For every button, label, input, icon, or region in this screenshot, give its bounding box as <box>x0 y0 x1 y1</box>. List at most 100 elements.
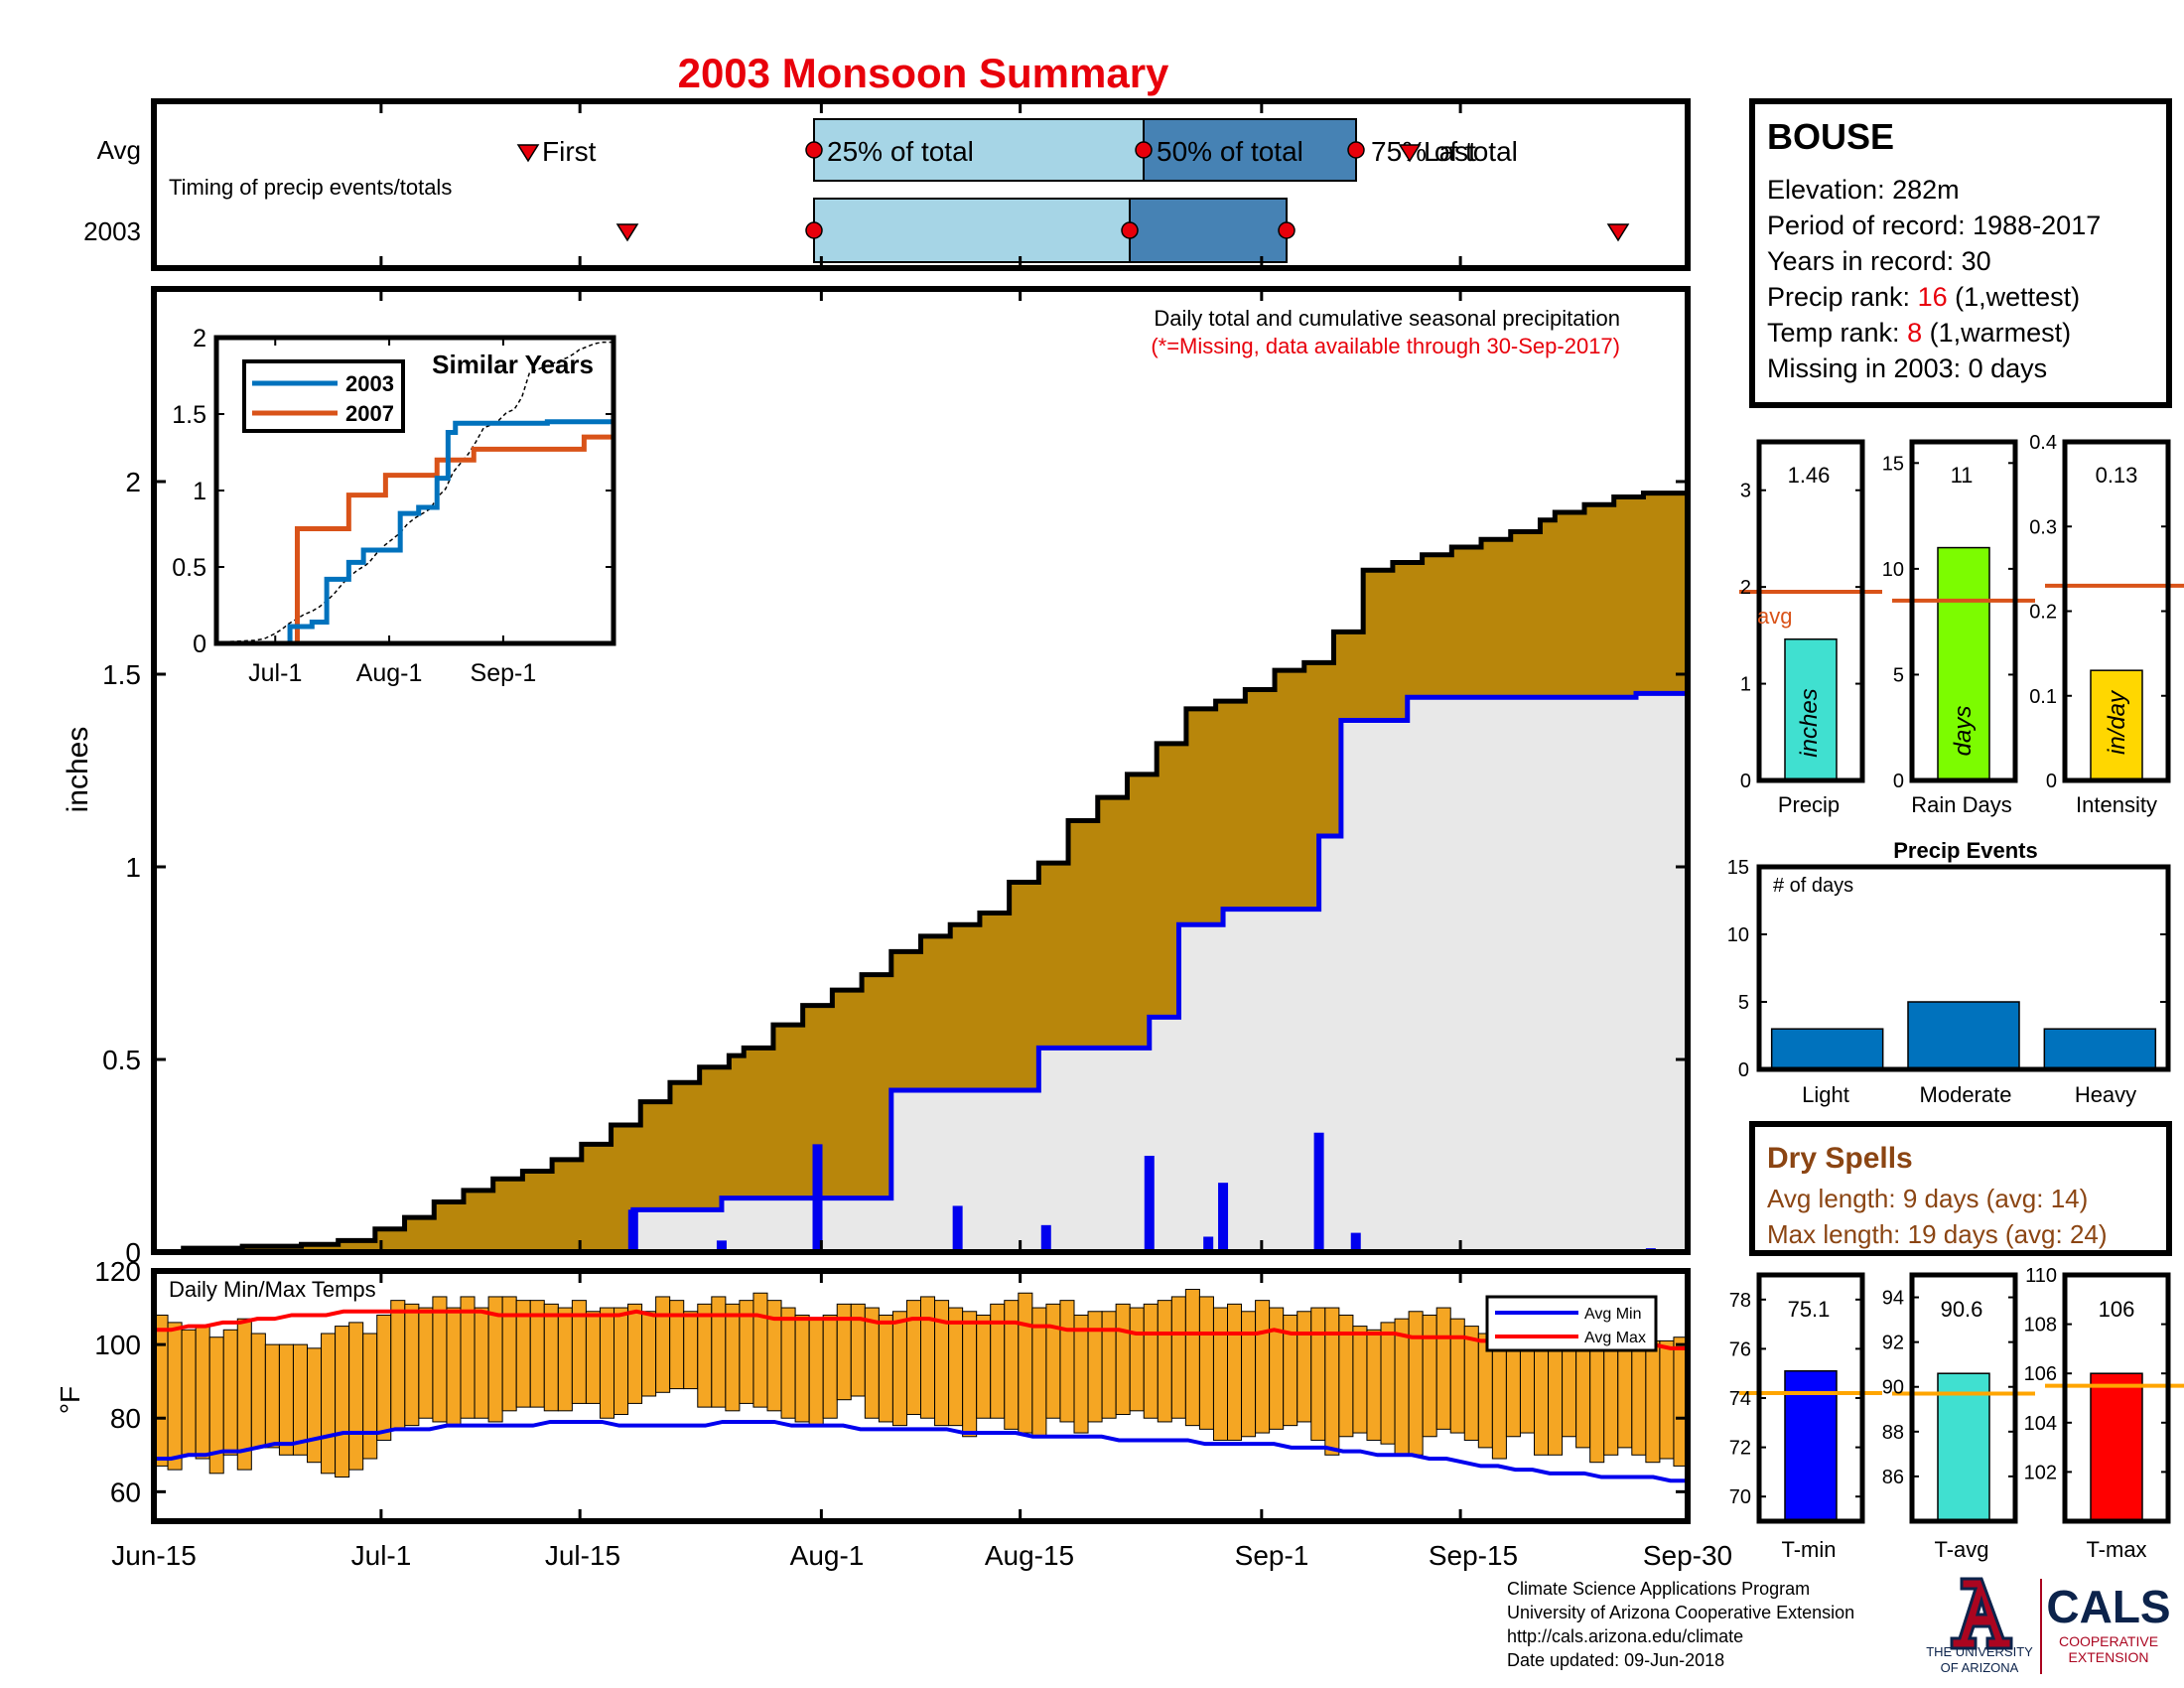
footer-line: http://cals.arizona.edu/climate <box>1507 1626 1743 1646</box>
footer-line: Date updated: 09-Jun-2018 <box>1507 1650 1724 1670</box>
daily-temp-bar <box>655 1296 671 1393</box>
stat-y-tick-label: 1 <box>1740 674 1751 696</box>
legend-2003-label: 2003 <box>345 371 394 396</box>
daily-precip-bar <box>627 1209 638 1252</box>
daily-temp-bar <box>822 1314 838 1419</box>
similar-years-inset: Similar Years 2003 2007 0 0.5 1 1.5 2 Jul-1 Au… <box>172 325 616 687</box>
daily-temp-bar <box>1589 1333 1605 1464</box>
station-elevation: Elevation: 282m <box>1767 175 1960 205</box>
legend-avg-min-label: Avg Min <box>1584 1306 1642 1323</box>
temp-y-tick-label: 60 <box>110 1477 141 1507</box>
inset-2007-line <box>216 434 614 646</box>
precip-y-axis: 0 0.5 1 1.5 2 <box>102 467 1688 1268</box>
daily-temp-bar <box>195 1326 210 1460</box>
ua-logo-text: OF ARIZONA <box>1941 1660 2019 1675</box>
raindays-stat-chart: 0 5 10 15 <box>1882 439 2035 792</box>
precip-caption: Daily total and cumulative seasonal prec… <box>1154 306 1620 331</box>
tavg-stat-label: T-avg <box>1934 1537 1988 1562</box>
daily-temp-bar <box>446 1307 462 1427</box>
main-x-ticks <box>152 289 1689 1252</box>
stat-y-tick-label: 74 <box>1729 1388 1751 1410</box>
daily-temp-bar <box>1115 1303 1131 1416</box>
daily-temp-bar <box>1645 1339 1661 1464</box>
daily-temp-bar <box>1227 1303 1243 1441</box>
daily-temp-bar <box>1045 1303 1061 1419</box>
daily-temp-bar <box>181 1329 197 1456</box>
precip-y-tick-label: 0 <box>125 1237 141 1268</box>
temp-y-tick-label: 80 <box>110 1403 141 1434</box>
temp-y-tick-label: 120 <box>94 1256 141 1287</box>
events-subtitle: # of days <box>1773 875 1853 897</box>
daily-temp-bar <box>264 1343 280 1449</box>
precip-plot-frame <box>151 286 1691 1255</box>
daily-temp-bar <box>1170 1296 1186 1419</box>
obs-50-marker <box>1121 221 1139 239</box>
events-title: Precip Events <box>1893 838 2038 863</box>
station-name: BOUSE <box>1767 116 1894 157</box>
cals-logo-sub: EXTENSION <box>2069 1649 2149 1665</box>
intensity-stat-value: 0.13 <box>2096 463 2138 488</box>
daily-temp-bar <box>1143 1303 1159 1419</box>
daily-temp-bar <box>878 1314 893 1423</box>
temp-legend-box <box>1485 1295 1658 1352</box>
daily-precip-bar <box>1350 1232 1361 1252</box>
stat-y-tick-label: 0.2 <box>2029 602 2057 624</box>
missing-note: (*=Missing, data available through 30-Se… <box>1151 334 1620 358</box>
daily-temp-bar <box>627 1303 643 1404</box>
temp-panel: Daily Min/Max Temps °F Avg Min Avg Max 6… <box>55 1256 1691 1524</box>
daily-temp-bar <box>585 1311 601 1404</box>
stat-y-tick-label: 78 <box>1729 1290 1751 1312</box>
tmax-stat-chart: 102 104 106 108 110 <box>2024 1265 2184 1524</box>
daily-temp-bar <box>1422 1314 1437 1438</box>
precip-rank-label: Precip rank: <box>1767 282 1918 312</box>
daily-temp-bar <box>780 1307 796 1419</box>
temp-x-ticks <box>152 1271 1689 1521</box>
events-cat-light: Light <box>1802 1082 1849 1107</box>
raindays-stat-label: Rain Days <box>1911 792 2011 817</box>
tmax-stat-value: 106 <box>2099 1297 2135 1322</box>
daily-temp-bar <box>725 1303 741 1412</box>
daily-temp-bar <box>808 1318 824 1427</box>
daily-temp-bar <box>697 1303 713 1408</box>
inset-y-tick-label: 0.5 <box>172 554 206 582</box>
station-years: Years in record: 30 <box>1767 246 1991 276</box>
stat-bar <box>1937 546 1990 781</box>
daily-precip-bar <box>1040 1224 1051 1252</box>
daily-temp-bar <box>1255 1300 1271 1434</box>
daily-temp-bar <box>1631 1336 1647 1456</box>
stat-y-tick-label: 108 <box>2024 1315 2057 1336</box>
dry-spells-title: Dry Spells <box>1767 1142 1913 1175</box>
daily-temp-bar <box>1394 1318 1410 1456</box>
events-cat-heavy: Heavy <box>2075 1082 2136 1107</box>
precip-y-tick-label: 1 <box>125 852 141 883</box>
daily-temp-bar <box>599 1307 614 1419</box>
daily-temp-bar <box>1408 1311 1424 1456</box>
tmin-stat-chart: 70 72 74 76 78 <box>1729 1272 1882 1524</box>
events-y-tick-label: 15 <box>1727 857 1749 879</box>
daily-temp-bar <box>278 1343 294 1456</box>
events-bar <box>1770 1028 1884 1070</box>
stat-plot-frame <box>1909 1272 2018 1524</box>
daily-temp-bar <box>891 1311 907 1427</box>
inset-x-tick-label: Sep-1 <box>471 659 537 687</box>
daily-temp-bar <box>1129 1307 1145 1412</box>
daily-temp-bar <box>614 1307 629 1416</box>
stat-y-tick-label: 5 <box>1893 664 1904 686</box>
temp-rank-label: Temp rank: <box>1767 318 1907 348</box>
temp-caption: Daily Min/Max Temps <box>169 1277 376 1302</box>
daily-temp-bar <box>1073 1314 1089 1434</box>
q50-label: 50% of total <box>1157 136 1303 167</box>
temp-y-tick-label: 100 <box>94 1330 141 1360</box>
daily-temp-bar <box>1059 1300 1075 1423</box>
temp-rank-value: 8 <box>1907 318 1922 348</box>
obs-25-marker <box>805 221 823 239</box>
avg-min-line <box>154 1419 1688 1483</box>
stat-bar <box>1937 1372 1990 1522</box>
daily-temp-bar <box>1435 1307 1451 1430</box>
precip-stat-value: 1.46 <box>1788 463 1831 488</box>
daily-temp-bar <box>460 1296 476 1419</box>
intensity-unit-label: in/day <box>2104 689 2130 755</box>
avg-75-marker <box>1347 141 1365 159</box>
stat-y-tick-label: 0.1 <box>2029 686 2057 708</box>
legend-2007-label: 2007 <box>345 401 394 426</box>
